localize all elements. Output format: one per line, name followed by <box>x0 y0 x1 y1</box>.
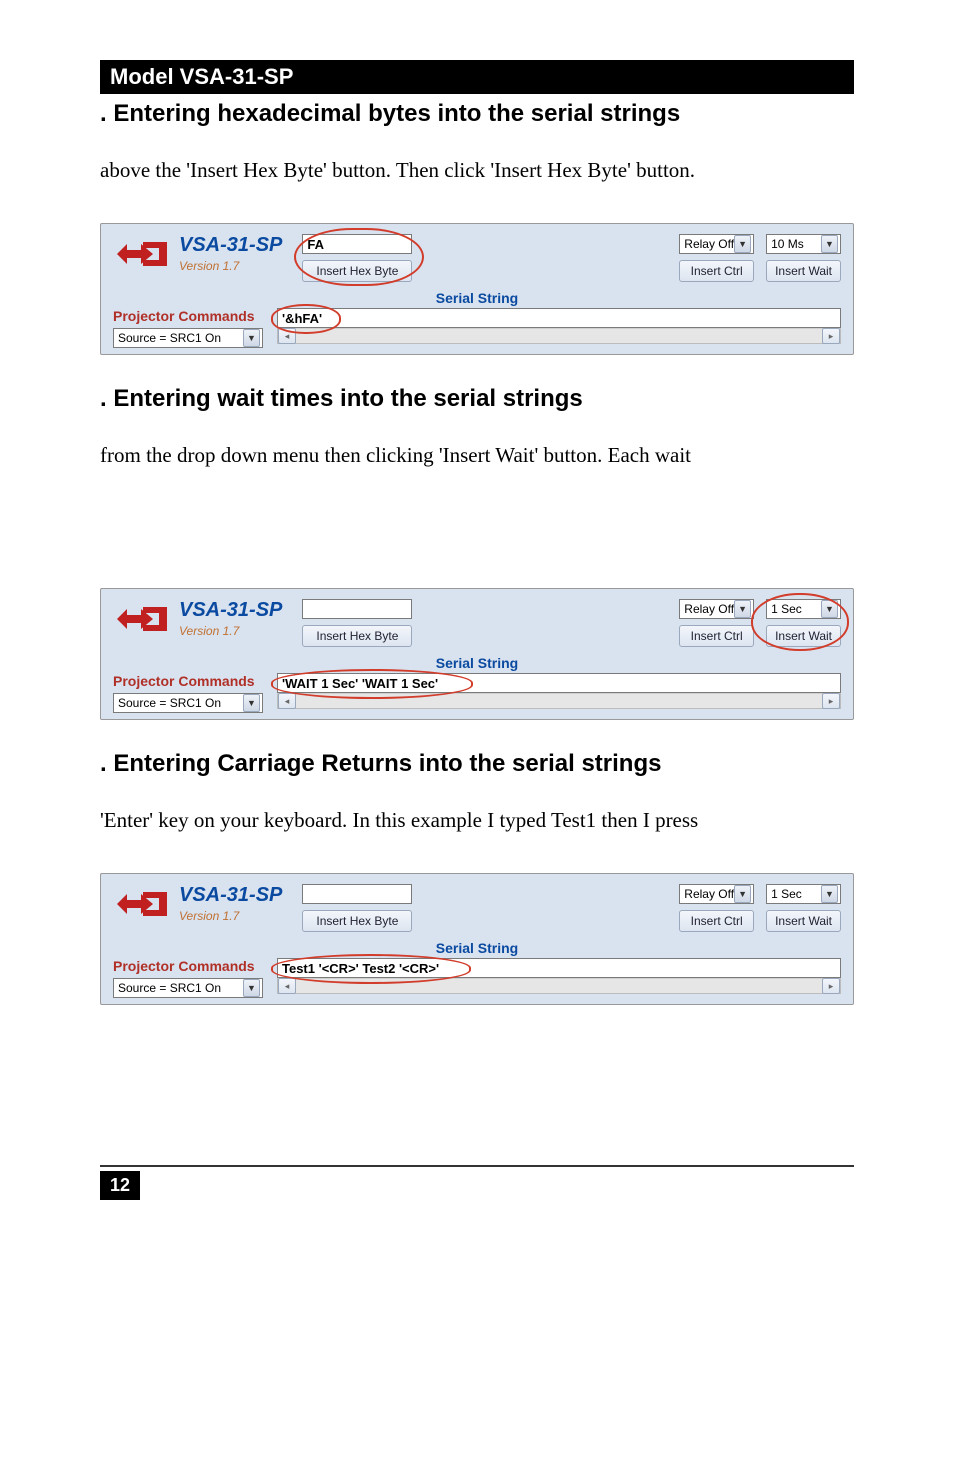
chevron-down-icon: ▼ <box>243 329 260 347</box>
hex-input[interactable] <box>302 884 412 904</box>
section-heading-hex: . Entering hexadecimal bytes into the se… <box>100 100 854 128</box>
hr-logo <box>113 884 171 924</box>
relay-select[interactable]: Relay Off ▼ <box>679 884 754 904</box>
page-number: 12 <box>100 1171 140 1200</box>
insert-wait-button[interactable]: Insert Wait <box>766 625 841 647</box>
app-title: VSA-31-SP <box>179 884 282 907</box>
screenshot-hex: VSA-31-SP Version 1.7 FA Insert Hex Byte… <box>100 223 854 355</box>
insert-ctrl-button[interactable]: Insert Ctrl <box>679 260 754 282</box>
serial-string-value: Test1 '<CR>' Test2 '<CR>' <box>282 961 439 976</box>
chevron-down-icon: ▼ <box>243 979 260 997</box>
scroll-right-icon: ▸ <box>822 693 840 709</box>
chevron-down-icon: ▼ <box>734 600 751 618</box>
source-value: Source = SRC1 On <box>118 696 221 710</box>
source-value: Source = SRC1 On <box>118 331 221 345</box>
serial-string-label: Serial String <box>113 290 841 306</box>
chevron-down-icon: ▼ <box>243 694 260 712</box>
scroll-left-icon: ◂ <box>278 978 296 994</box>
hr-logo <box>113 234 171 274</box>
source-value: Source = SRC1 On <box>118 981 221 995</box>
horizontal-scrollbar[interactable]: ◂ ▸ <box>277 328 841 344</box>
page-footer: 12 <box>100 1165 854 1200</box>
hex-input[interactable]: FA <box>302 234 412 254</box>
relay-value: Relay Off <box>684 602 734 616</box>
horizontal-scrollbar[interactable]: ◂ ▸ <box>277 978 841 994</box>
app-title: VSA-31-SP <box>179 234 282 257</box>
app-version: Version 1.7 <box>179 624 282 638</box>
wait-value: 1 Sec <box>771 602 802 616</box>
section-body-cr: 'Enter' key on your keyboard. In this ex… <box>100 808 854 833</box>
insert-ctrl-button[interactable]: Insert Ctrl <box>679 910 754 932</box>
wait-select[interactable]: 10 Ms ▼ <box>766 234 841 254</box>
section-body-hex: above the 'Insert Hex Byte' button. Then… <box>100 158 854 183</box>
chevron-down-icon: ▼ <box>734 885 751 903</box>
serial-string-value: 'WAIT 1 Sec' 'WAIT 1 Sec' <box>282 676 438 691</box>
relay-value: Relay Off <box>684 887 734 901</box>
projector-commands-label: Projector Commands <box>113 958 263 974</box>
scroll-right-icon: ▸ <box>822 978 840 994</box>
chevron-down-icon: ▼ <box>734 235 751 253</box>
wait-value: 10 Ms <box>771 237 804 251</box>
app-version: Version 1.7 <box>179 259 282 273</box>
source-select[interactable]: Source = SRC1 On ▼ <box>113 978 263 998</box>
footer-rule <box>100 1165 854 1167</box>
chevron-down-icon: ▼ <box>821 885 838 903</box>
wait-select[interactable]: 1 Sec ▼ <box>766 599 841 619</box>
screenshot-cr: VSA-31-SP Version 1.7 Insert Hex Byte Re… <box>100 873 854 1005</box>
horizontal-scrollbar[interactable]: ◂ ▸ <box>277 693 841 709</box>
scroll-right-icon: ▸ <box>822 328 840 344</box>
model-bar: Model VSA-31-SP <box>100 60 854 94</box>
insert-wait-button[interactable]: Insert Wait <box>766 260 841 282</box>
projector-commands-label: Projector Commands <box>113 308 263 324</box>
app-version: Version 1.7 <box>179 909 282 923</box>
source-select[interactable]: Source = SRC1 On ▼ <box>113 693 263 713</box>
serial-string-label: Serial String <box>113 655 841 671</box>
relay-value: Relay Off <box>684 237 734 251</box>
chevron-down-icon: ▼ <box>821 600 838 618</box>
wait-select[interactable]: 1 Sec ▼ <box>766 884 841 904</box>
projector-commands-label: Projector Commands <box>113 673 263 689</box>
relay-select[interactable]: Relay Off ▼ <box>679 599 754 619</box>
serial-string-label: Serial String <box>113 940 841 956</box>
insert-ctrl-button[interactable]: Insert Ctrl <box>679 625 754 647</box>
scroll-left-icon: ◂ <box>278 328 296 344</box>
insert-hex-byte-button[interactable]: Insert Hex Byte <box>302 260 412 282</box>
serial-string-input[interactable]: Test1 '<CR>' Test2 '<CR>' <box>277 958 841 978</box>
chevron-down-icon: ▼ <box>821 235 838 253</box>
screenshot-wait: VSA-31-SP Version 1.7 Insert Hex Byte Re… <box>100 588 854 720</box>
insert-hex-byte-button[interactable]: Insert Hex Byte <box>302 910 412 932</box>
relay-select[interactable]: Relay Off ▼ <box>679 234 754 254</box>
serial-string-value: '&hFA' <box>282 311 322 326</box>
hr-logo <box>113 599 171 639</box>
section-heading-wait: . Entering wait times into the serial st… <box>100 385 854 413</box>
serial-string-input[interactable]: 'WAIT 1 Sec' 'WAIT 1 Sec' <box>277 673 841 693</box>
section-heading-cr: . Entering Carriage Returns into the ser… <box>100 750 854 778</box>
scroll-left-icon: ◂ <box>278 693 296 709</box>
wait-value: 1 Sec <box>771 887 802 901</box>
source-select[interactable]: Source = SRC1 On ▼ <box>113 328 263 348</box>
app-title: VSA-31-SP <box>179 599 282 622</box>
serial-string-input[interactable]: '&hFA' <box>277 308 841 328</box>
insert-wait-button[interactable]: Insert Wait <box>766 910 841 932</box>
section-body-wait: from the drop down menu then clicking 'I… <box>100 443 854 468</box>
insert-hex-byte-button[interactable]: Insert Hex Byte <box>302 625 412 647</box>
hex-input[interactable] <box>302 599 412 619</box>
